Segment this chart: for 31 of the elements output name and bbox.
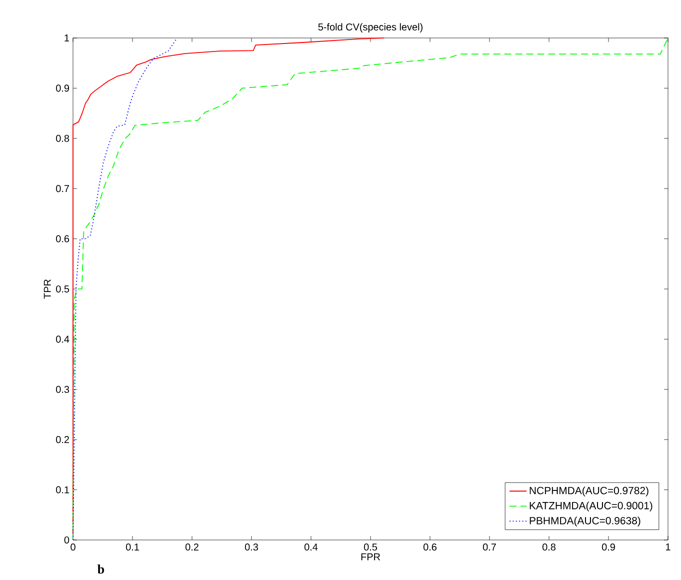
x-tick-label: 0.1 (126, 544, 139, 551)
y-tick-label: 0.4 (56, 336, 70, 343)
y-tick-label: 0.7 (56, 185, 69, 192)
x-tick-label: 0.7 (482, 544, 496, 551)
y-tick-label: 0.9 (56, 84, 70, 92)
legend-label: PBHMDA(AUC=0.9638) (530, 516, 640, 526)
legend-label: NCPHMDA(AUC=0.9782) (530, 486, 648, 496)
x-axis-title: FPR (361, 553, 380, 560)
x-tick-label: 0.4 (304, 544, 318, 551)
text: b (98, 564, 104, 574)
line-series (72, 38, 668, 540)
y-tick-label: 1 (64, 34, 70, 42)
y-tick-label: 0.6 (56, 235, 70, 242)
x-tick-label: 0.6 (423, 544, 436, 551)
y-tick-label: 0.8 (56, 134, 70, 142)
y-tick-label: 0.5 (56, 285, 70, 293)
x-tick-label: 0.9 (602, 544, 615, 551)
legend-label: KATZHMDA(AUC=0.9001) (530, 502, 652, 512)
chart-title: 5-fold CV(species level) (318, 23, 422, 32)
x-tick-label: 0.2 (185, 544, 198, 551)
line-series (72, 38, 178, 540)
x-tick-label: 1 (666, 544, 670, 550)
y-tick-label: 0 (64, 536, 70, 544)
y-tick-label: 0.3 (56, 386, 70, 393)
x-tick-label: 0.8 (542, 544, 556, 551)
y-tick-label: 0.1 (56, 486, 70, 494)
x-tick-label: 0 (70, 544, 76, 551)
y-tick-label: 0.2 (56, 436, 69, 444)
x-tick-label: 0.3 (244, 544, 258, 551)
y-axis-title: TPR (44, 279, 51, 299)
x-tick-label: 0.5 (364, 544, 378, 551)
